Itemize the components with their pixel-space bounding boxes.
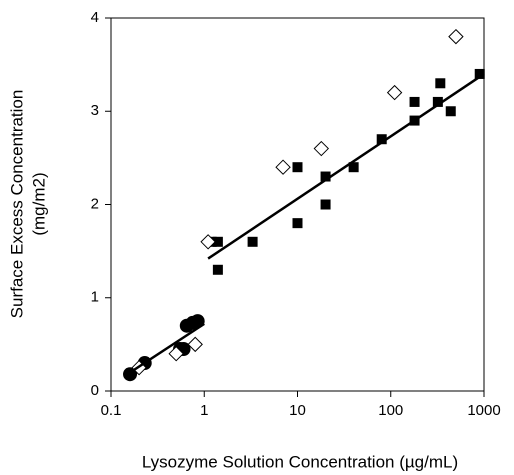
- data-point: [187, 336, 203, 353]
- x-axis-label: Lysozyme Solution Concentration (µg/mL): [142, 452, 458, 471]
- data-point: [292, 162, 303, 173]
- y-tick-label: 4: [91, 9, 99, 26]
- data-point: [313, 140, 330, 157]
- data-point: [348, 162, 359, 173]
- data-point: [432, 96, 443, 107]
- x-tick-label: 10: [289, 402, 306, 419]
- y-tick-label: 2: [91, 195, 99, 212]
- data-point: [212, 264, 223, 275]
- x-tick-label: 100: [378, 402, 403, 419]
- data-point: [445, 106, 456, 117]
- data-point: [376, 134, 387, 145]
- data-point: [200, 234, 216, 250]
- data-point: [320, 171, 331, 182]
- data-point: [435, 78, 446, 89]
- data-point: [247, 236, 258, 247]
- x-tick-label: 1000: [467, 402, 500, 419]
- data-point: [292, 218, 303, 229]
- y-tick-label: 3: [91, 102, 99, 119]
- data-point: [448, 28, 464, 45]
- y-axis-label: (mg/m2): [29, 172, 48, 235]
- data-point: [409, 96, 420, 107]
- data-point: [168, 345, 184, 362]
- x-tick-label: 1: [200, 402, 208, 419]
- data-point: [386, 84, 403, 101]
- plot-frame: [110, 17, 485, 392]
- data-point: [212, 236, 223, 247]
- fit-line: [207, 72, 485, 260]
- x-tick-label: 0.1: [101, 402, 122, 419]
- fit-line: [126, 322, 205, 376]
- y-axis-label: Surface Excess Concentration: [7, 90, 26, 319]
- y-tick-label: 0: [91, 382, 99, 399]
- data-point: [474, 68, 485, 79]
- data-point: [275, 159, 291, 175]
- y-tick-label: 1: [91, 289, 99, 306]
- data-point: [320, 199, 331, 210]
